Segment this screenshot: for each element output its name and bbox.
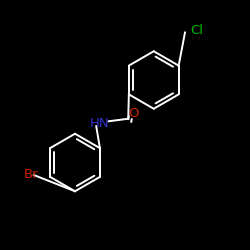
Text: Cl: Cl [190, 24, 203, 36]
Text: Br: Br [24, 168, 38, 181]
Text: HN: HN [90, 117, 110, 130]
Text: O: O [128, 107, 139, 120]
